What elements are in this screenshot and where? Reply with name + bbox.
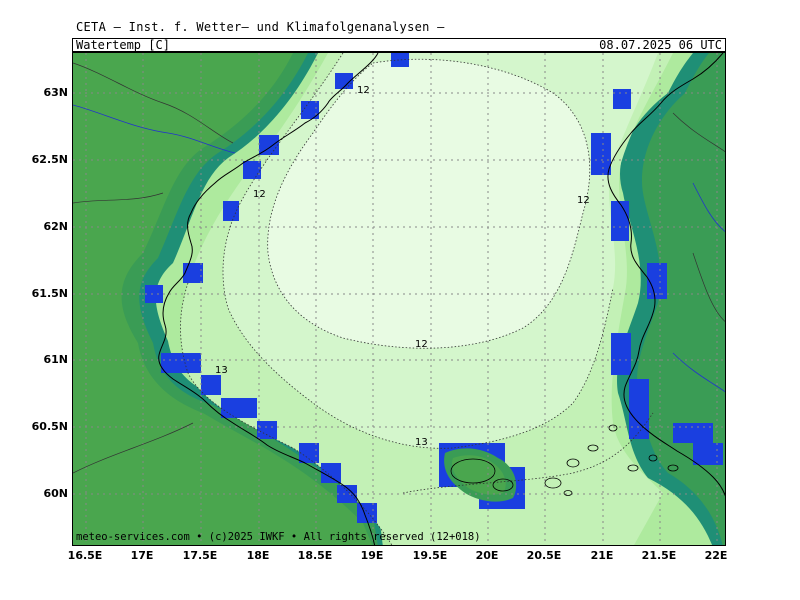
contour-label-12-west: 12 xyxy=(253,189,266,200)
lon-label: 22E xyxy=(704,549,728,562)
contour-label-12-east: 12 xyxy=(577,195,590,206)
map-canvas: 12 12 12 12 13 13 xyxy=(73,53,725,545)
archipelago-islands xyxy=(450,424,679,496)
lon-label: 16.5E xyxy=(67,549,103,562)
contour-label-13-south: 13 xyxy=(415,437,428,448)
contour-label-12-north: 12 xyxy=(357,85,370,96)
lon-label: 19E xyxy=(360,549,384,562)
parameter-label: Watertemp [C] xyxy=(76,38,170,52)
lon-label: 21.5E xyxy=(641,549,677,562)
lat-label: 60.5N xyxy=(31,420,68,433)
lon-label: 17.5E xyxy=(182,549,218,562)
lon-label: 20E xyxy=(475,549,499,562)
graticule xyxy=(73,53,725,545)
isotherms xyxy=(180,53,654,545)
coastal-band-east-mid xyxy=(637,53,725,545)
valid-time: 08.07.2025 06 UTC xyxy=(599,38,722,52)
map-area[interactable]: 12 12 12 12 13 13 meteo-services.com • (… xyxy=(72,52,726,546)
info-bar: Watertemp [C] 08.07.2025 06 UTC xyxy=(72,38,726,52)
lat-label: 60N xyxy=(43,487,68,500)
contour-label-13-west: 13 xyxy=(215,365,228,376)
lon-label: 19.5E xyxy=(412,549,448,562)
contour-label-12-south: 12 xyxy=(415,339,428,350)
coastline-east xyxy=(607,53,725,497)
lon-label: 21E xyxy=(590,549,614,562)
coastline-west xyxy=(158,53,379,545)
header-title: CETA — Inst. f. Wetter— und Klimafolgena… xyxy=(76,20,445,34)
rivers xyxy=(73,104,725,393)
inland-lines xyxy=(73,62,725,474)
lat-label: 62.5N xyxy=(31,153,68,166)
lat-label: 61.5N xyxy=(31,287,68,300)
lat-label: 62N xyxy=(43,220,68,233)
footer-credit: meteo-services.com • (c)2025 IWKF • All … xyxy=(76,531,481,543)
lon-label: 18.5E xyxy=(297,549,333,562)
lon-label: 18E xyxy=(246,549,270,562)
lon-label: 17E xyxy=(130,549,154,562)
lat-label: 61N xyxy=(43,353,68,366)
sea-12-zone xyxy=(267,59,590,349)
lat-label: 63N xyxy=(43,86,68,99)
lon-label: 20.5E xyxy=(526,549,562,562)
